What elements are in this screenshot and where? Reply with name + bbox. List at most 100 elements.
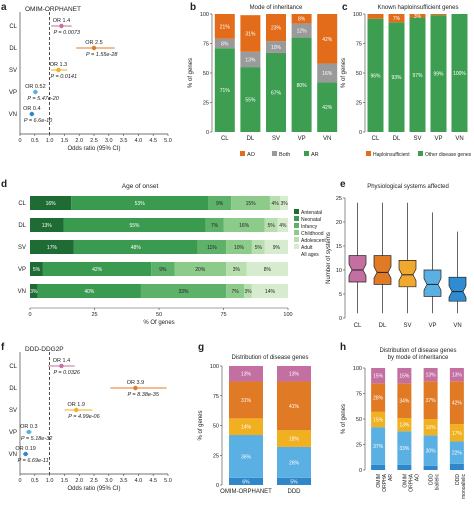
bar-label: 22% [452,451,463,457]
y-tick-label: 75 [356,392,362,398]
bar-segment [430,14,447,16]
category-label: VN [455,136,463,142]
bar-segment [371,383,386,412]
bar-segment [264,240,288,254]
bar-label: 5% [290,479,298,485]
x-tick-label: 3.0 [105,138,113,144]
category-label: DL [9,46,17,52]
category-label: ORPHA [382,473,388,491]
category-label: VP [298,136,306,142]
bar-segment [214,14,235,39]
bar-label: 20% [195,267,206,273]
x-tick-label: 2.0 [75,138,83,144]
bar-label: 11% [207,245,217,251]
legend-swatch [240,151,245,156]
bar-label: 71% [220,88,231,94]
y-tick-label: 50 [203,71,209,77]
p-value-label: P = 4.99e-06 [68,414,100,420]
bar-segment [397,464,412,470]
bar-segment [214,48,235,132]
bar-segment [240,67,261,132]
or-point [56,67,61,73]
panel-letter: b [190,2,196,13]
p-value-label: P = 5.18e-32 [21,436,52,442]
bar-segment [30,218,64,232]
or-label: OR 0.4 [23,106,40,112]
y-axis-label: % of genes [198,410,204,440]
bar-label: 42% [322,37,333,43]
bar-segment [423,381,438,419]
bar-segment [449,463,464,470]
x-tick-label: 1.5 [61,478,69,484]
category-label: DDD [288,489,302,495]
bar-segment [229,418,263,436]
y-tick-label: 0 [359,130,362,136]
bar-segment [277,218,288,232]
category-label: VP [9,430,17,436]
legend-label: Adolescent [301,238,326,244]
bar-label: 16% [46,201,57,207]
bar-label: 5% [33,267,41,273]
bar-segment [371,464,386,470]
bar-segment [449,368,464,382]
x-tick-label: 4.5 [149,138,157,144]
legend-swatch [294,223,299,228]
bar-segment [388,14,405,23]
category-label: SV [413,136,421,142]
panel-title: OMIM-ORPHANET [25,6,81,13]
x-tick-label: 1.0 [46,138,54,144]
legend-label: Adult [301,245,313,251]
bar-segment [205,218,224,232]
category-label: SV [9,408,17,414]
legend-swatch [294,244,299,249]
bar-segment [229,477,263,485]
legend-swatch [272,151,277,156]
bar-segment [388,22,405,132]
x-tick-label: 5.0 [164,478,172,484]
category-label: VN [18,289,26,295]
bar-segment [317,14,338,64]
legend-label: Infancy [301,224,318,230]
panel-title: Age of onset [122,183,159,190]
bar-segment [151,262,175,276]
bar-segment [266,41,286,53]
bar-segment [266,14,286,42]
y-axis-label: % of genes [341,58,347,88]
bar-label: 16% [239,223,250,229]
bar-segment [30,240,74,254]
y-axis-label: % of genes [188,58,194,88]
bar-label: 33% [179,289,190,295]
y-tick-label: 50 [356,71,362,77]
panel-e: e Physiological systems affected 0 5 10 15 20 2… [326,179,467,329]
y-tick-label: 25 [336,196,342,202]
bar-label: 15% [373,374,384,380]
bar-segment [449,381,464,425]
bar-segment [229,381,263,419]
bar-label: 80% [297,83,308,89]
bar-segment [423,435,438,466]
legend-swatch [366,151,371,156]
category-label: DDD [429,474,435,485]
bar-label: 3% [281,201,289,207]
bar-label: 3% [30,289,38,295]
x-tick-label: 100 [283,312,292,318]
p-value-label: P = 1.55e-28 [86,52,118,58]
bar-label: 34% [399,399,410,405]
y-tick-label: 75 [213,394,219,400]
legend-swatch [294,237,299,242]
category-label: AR [388,474,394,481]
bar-label: 3% [244,289,252,295]
bar-label: 31% [245,31,256,37]
legend-swatch [294,216,299,221]
bar-label: 40% [84,289,95,295]
bar-label: 15% [399,374,410,380]
category-label: AO [414,474,420,481]
category-label: OMIM [376,474,382,488]
bar-segment [371,411,386,428]
bar-label: 13% [426,373,437,379]
panel-title: Distribution of disease genes [379,348,456,354]
x-tick-label: 25 [91,312,97,318]
bar-label: 42% [322,105,333,111]
bar-segment [30,262,43,276]
